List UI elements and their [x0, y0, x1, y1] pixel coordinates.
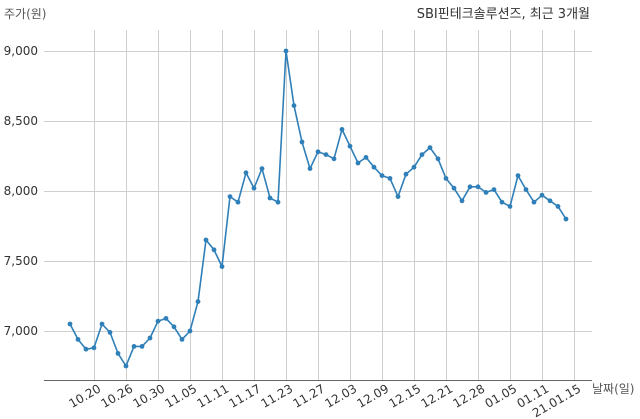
price-point — [539, 192, 545, 198]
price-point — [563, 216, 569, 222]
price-point — [475, 184, 481, 190]
price-point — [443, 176, 449, 181]
price-point — [403, 171, 409, 177]
price-point — [315, 149, 321, 155]
price-point — [307, 166, 313, 172]
price-point — [139, 344, 145, 349]
price-point — [203, 237, 209, 243]
price-point — [523, 187, 529, 193]
y-tick-label: 8,000 — [4, 184, 38, 198]
price-point — [371, 164, 377, 170]
price-point — [91, 345, 97, 351]
price-point — [251, 185, 257, 191]
price-point — [171, 324, 177, 330]
x-axis-title: 날짜(일) — [592, 382, 634, 396]
x-tick-label: 11.27 — [290, 382, 327, 411]
x-tick-label: 11.11 — [194, 382, 231, 411]
x-tick-label: 10.26 — [98, 382, 135, 411]
price-point — [267, 195, 273, 201]
price-point — [331, 156, 337, 162]
price-point — [363, 155, 369, 160]
price-point — [83, 346, 89, 352]
x-tick-label: 10.20 — [66, 382, 103, 411]
x-tick-label: 11.05 — [162, 382, 199, 411]
price-point — [155, 318, 161, 324]
price-point — [515, 173, 521, 179]
y-tick-label: 8,500 — [4, 114, 38, 128]
price-point — [115, 351, 121, 356]
y-tick-label: 7,000 — [4, 324, 38, 338]
axis-layer: 7,000 7,500 8,000 8,500 9,000 10.2010.2610.30… — [4, 44, 592, 419]
price-point — [395, 194, 401, 200]
price-point — [147, 335, 153, 341]
price-point — [131, 344, 137, 349]
price-point — [99, 321, 105, 327]
x-tick-label: 01.05 — [482, 382, 519, 411]
x-tick-label: 12.03 — [322, 382, 359, 411]
price-point — [163, 316, 169, 321]
price-point — [555, 204, 561, 209]
x-tick-label: 12.09 — [354, 382, 391, 411]
x-tick-label: 12.15 — [386, 382, 423, 411]
price-point — [355, 160, 361, 166]
price-point — [483, 190, 489, 195]
price-point — [235, 199, 241, 205]
price-point — [387, 176, 393, 181]
price-point — [507, 204, 513, 209]
y-tick-label: 9,000 — [4, 44, 38, 58]
price-point — [107, 330, 113, 335]
x-tick-label: 10.30 — [130, 382, 167, 411]
price-point — [259, 166, 265, 172]
price-point — [531, 199, 537, 205]
price-point — [339, 126, 345, 132]
price-point — [427, 145, 433, 151]
price-point — [67, 321, 73, 327]
price-point — [451, 185, 457, 191]
price-point — [275, 199, 281, 205]
x-tick-label: 11.23 — [258, 382, 295, 411]
price-point — [411, 164, 417, 170]
price-point — [499, 199, 505, 205]
price-point — [75, 337, 81, 342]
series-layer — [67, 48, 569, 369]
y-axis-title: 주가(원) — [4, 7, 46, 21]
price-point — [467, 184, 473, 190]
price-point — [379, 173, 385, 179]
price-point — [291, 103, 297, 108]
chart-title: SBI핀테크솔루션즈, 최근 3개월 — [417, 7, 590, 22]
price-point — [243, 170, 249, 176]
grid-layer — [44, 30, 592, 380]
price-point — [123, 363, 129, 369]
price-point — [195, 299, 201, 304]
price-point — [419, 152, 425, 158]
price-point — [179, 337, 185, 342]
label-layer: SBI핀테크솔루션즈, 최근 3개월 주가(원) 날짜(일) — [4, 7, 634, 396]
price-point — [547, 198, 553, 204]
price-point — [283, 48, 289, 54]
x-tick-label: 11.17 — [226, 382, 263, 411]
price-point — [347, 143, 353, 149]
x-tick-label: 12.21 — [418, 382, 455, 411]
price-point — [227, 194, 233, 200]
price-point — [491, 187, 497, 193]
price-point — [299, 139, 305, 145]
price-point — [187, 328, 193, 334]
price-point — [459, 198, 465, 204]
x-tick-label: 12.28 — [450, 382, 487, 411]
price-point — [323, 152, 329, 158]
price-point — [211, 247, 217, 253]
price-point — [219, 264, 225, 269]
y-tick-label: 7,500 — [4, 254, 38, 268]
price-point — [435, 156, 441, 162]
